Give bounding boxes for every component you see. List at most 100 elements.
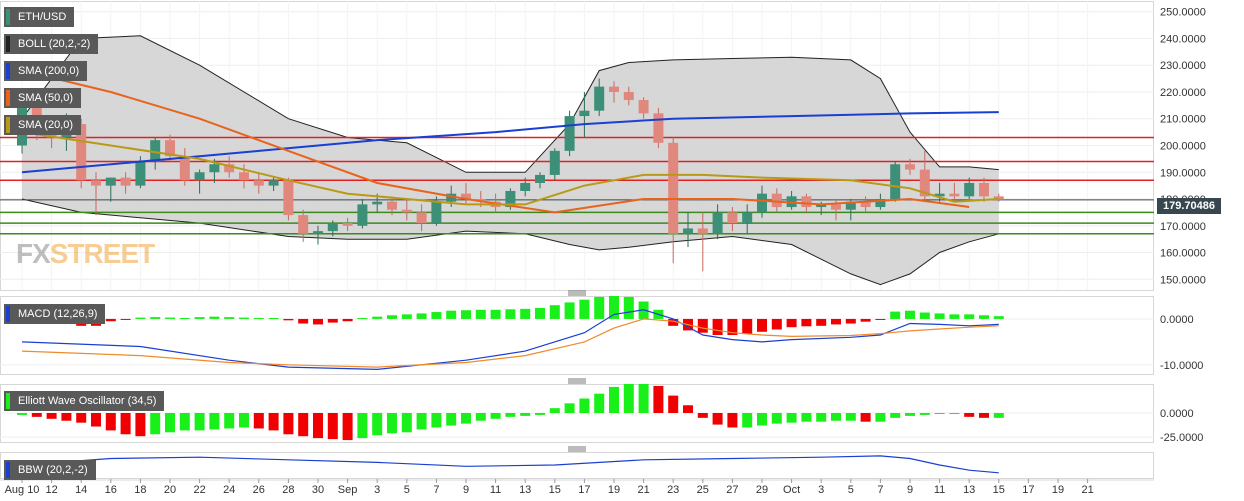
- legend-bbw[interactable]: BBW (20,2,-2): [4, 460, 96, 480]
- macd-histogram-bar: [135, 317, 146, 319]
- candle: [461, 182, 471, 205]
- y-tick-label: 0.0000: [1160, 314, 1194, 326]
- logo-street: STREET: [49, 238, 155, 269]
- ewo-histogram-bar: [239, 413, 249, 428]
- ewo-histogram-bar: [401, 413, 412, 433]
- ewo-histogram-bar: [194, 413, 205, 431]
- ewo-histogram-bar: [520, 413, 531, 416]
- ewo-histogram-bar: [771, 413, 782, 424]
- macd-histogram-bar: [801, 318, 812, 327]
- candle: [653, 108, 664, 149]
- candle: [239, 164, 249, 189]
- candle-body: [712, 212, 723, 234]
- candle-body: [549, 150, 560, 175]
- candle-body: [742, 212, 753, 224]
- legend-sma200[interactable]: SMA (200,0): [4, 61, 88, 81]
- macd-histogram-bar: [934, 313, 945, 319]
- ewo-histogram-bar: [757, 413, 767, 426]
- bbw-line: [21, 455, 999, 474]
- x-tick-label: 30: [312, 484, 324, 496]
- candle-body: [949, 193, 960, 197]
- macd-histogram-bar: [105, 318, 116, 322]
- macd-histogram-bar: [179, 318, 190, 320]
- candle: [120, 172, 131, 194]
- macd-histogram-bar: [327, 318, 338, 323]
- macd-histogram-bar: [165, 317, 175, 319]
- x-tick-label: Aug 10: [5, 484, 40, 496]
- macd-histogram-bar: [564, 302, 575, 319]
- candle: [697, 212, 708, 272]
- x-tick-label: 5: [848, 484, 854, 496]
- candle-body: [179, 156, 190, 181]
- macd-histogram-bar: [298, 318, 309, 324]
- y-tick-label: -25.0000: [1160, 432, 1203, 444]
- y-tick-label: 150.0000: [1160, 274, 1206, 286]
- candle-body: [194, 172, 205, 181]
- candle-body: [919, 169, 930, 197]
- legend-symbol-text: ETH/USD: [18, 11, 67, 23]
- ewo-histogram-bar: [549, 408, 560, 413]
- legend-sma20[interactable]: SMA (20,0): [4, 115, 82, 135]
- candle-body: [564, 116, 575, 151]
- candle-body: [890, 164, 901, 200]
- ewo-histogram-bar: [31, 413, 42, 417]
- macd-histogram-bar: [224, 317, 235, 319]
- candle: [401, 199, 412, 221]
- ewo-histogram-bar: [475, 413, 486, 421]
- ewo-histogram-bar: [831, 413, 841, 421]
- ewo-histogram-bar: [697, 413, 708, 418]
- x-tick-label: 25: [697, 484, 709, 496]
- pane-divider-handle-2[interactable]: [568, 446, 586, 452]
- x-tick-label: 17: [578, 484, 590, 496]
- macd-histogram-bar: [239, 317, 249, 319]
- legend-boll[interactable]: BOLL (20,2,-2): [4, 34, 99, 54]
- ewo-histogram-bar: [209, 413, 220, 430]
- y-tick-label: 210.0000: [1160, 114, 1206, 126]
- ewo-histogram-bar: [993, 413, 1004, 418]
- candle-body: [401, 209, 412, 213]
- macd-histogram-bar: [993, 316, 1004, 319]
- macd-histogram-bar: [490, 309, 501, 319]
- x-tick-label: 11: [490, 484, 501, 496]
- candle-body: [609, 86, 619, 92]
- candle: [890, 161, 901, 202]
- x-tick-label: 3: [818, 484, 824, 496]
- pane-divider-handle-1[interactable]: [568, 378, 586, 384]
- ewo-histogram-bar: [357, 413, 368, 439]
- y-tick-label: 250.0000: [1160, 7, 1206, 19]
- ewo-histogram-bar: [446, 413, 457, 426]
- candle-body: [905, 164, 915, 170]
- candle-body: [416, 212, 427, 224]
- candle-body: [934, 193, 945, 197]
- ewo-histogram-bar: [120, 413, 131, 435]
- candle-body: [993, 196, 1004, 200]
- candle: [979, 177, 989, 202]
- ewo-histogram-bar: [905, 413, 915, 416]
- candle-body: [579, 110, 590, 117]
- candle-body: [623, 91, 634, 101]
- legend-macd[interactable]: MACD (12,26,9): [4, 304, 106, 324]
- candle-body: [668, 142, 679, 234]
- macd-histogram-bar: [919, 312, 930, 319]
- macd-histogram-bar: [786, 318, 797, 328]
- x-tick-label: 27: [726, 484, 738, 496]
- pane-divider-handle-0[interactable]: [568, 290, 586, 296]
- candle-body: [860, 201, 871, 208]
- candle: [535, 172, 545, 189]
- macd-histogram-bar: [831, 318, 841, 325]
- legend-symbol[interactable]: ETH/USD: [4, 7, 75, 27]
- macd-histogram-bar: [757, 318, 767, 332]
- macd-histogram-bar: [431, 312, 442, 319]
- ewo-histogram-bar: [505, 413, 516, 417]
- legend-sma50[interactable]: SMA (50,0): [4, 88, 82, 108]
- y-tick-label: 0.0000: [1160, 408, 1194, 420]
- candle-body: [520, 182, 531, 191]
- macd-histogram-bar: [194, 317, 205, 319]
- legend-ewo[interactable]: Elliott Wave Oscillator (34,5): [4, 391, 165, 411]
- x-tick-label: 3: [374, 484, 380, 496]
- candle: [165, 134, 175, 162]
- ewo-histogram-bar: [17, 413, 27, 415]
- macd-histogram-bar: [150, 317, 161, 319]
- candle-body: [224, 164, 235, 173]
